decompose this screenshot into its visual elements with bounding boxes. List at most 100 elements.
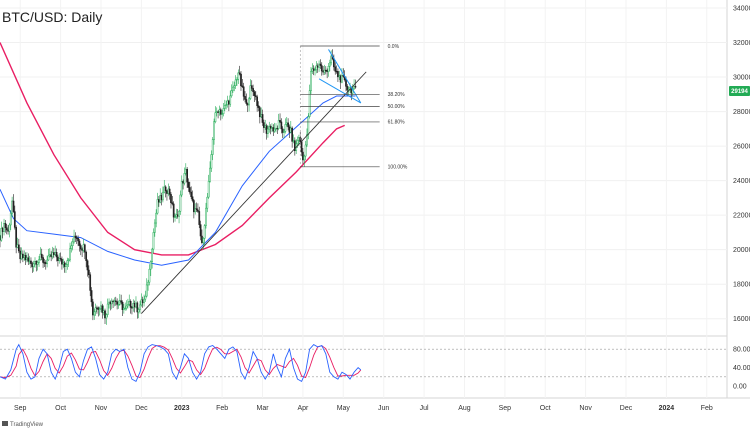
candle-body xyxy=(83,244,86,253)
candle-body xyxy=(257,105,260,108)
candle xyxy=(261,109,264,126)
candle-body xyxy=(113,300,116,302)
candle xyxy=(42,254,44,268)
candle-body xyxy=(28,260,31,263)
candle-body xyxy=(273,128,276,132)
candle-body xyxy=(90,290,93,303)
candle xyxy=(211,137,214,161)
candle-body xyxy=(303,155,306,161)
candle xyxy=(79,243,82,256)
candle-body xyxy=(338,75,341,78)
candle-body xyxy=(66,260,69,265)
candle xyxy=(314,66,316,76)
candle-body xyxy=(46,259,48,265)
price-axis: 34000 32000 30000 28000 26000 24000 22000 20000… xyxy=(733,6,750,324)
candle xyxy=(105,313,108,325)
ema-200-line xyxy=(0,42,345,256)
candle-body xyxy=(288,126,291,133)
candle-body xyxy=(62,262,65,265)
candle xyxy=(217,110,219,119)
candle-body xyxy=(92,301,94,316)
candle-body xyxy=(308,90,311,117)
candle xyxy=(0,221,3,242)
candle-body xyxy=(248,98,250,106)
candle xyxy=(187,178,190,192)
candle-body xyxy=(222,108,225,114)
time-axis: Sep Oct Nov Dec 2023 Feb Mar Apr May Jun Jul Aug Sep… xyxy=(14,405,713,412)
fib-level-label: 38.20% xyxy=(388,92,406,98)
candle xyxy=(89,272,92,297)
candle xyxy=(93,308,96,320)
candle-body xyxy=(13,211,16,228)
candle-body xyxy=(319,63,322,66)
time-tick-label: Nov xyxy=(95,405,108,412)
candle-body xyxy=(201,235,203,243)
candle-body xyxy=(341,74,343,83)
candle-body xyxy=(5,227,8,231)
candle-body xyxy=(272,127,275,132)
fib-level-label: 50.00% xyxy=(388,104,406,110)
candle-body xyxy=(16,244,19,248)
candle-body xyxy=(304,144,307,157)
fib-level-label: 100.00% xyxy=(388,165,408,171)
candle xyxy=(129,299,132,314)
candle xyxy=(183,167,186,186)
candle xyxy=(238,65,241,76)
candle xyxy=(257,101,260,112)
time-tick-label: 2023 xyxy=(174,405,190,412)
candle-body xyxy=(345,79,347,87)
candle-body xyxy=(188,187,191,193)
candle xyxy=(242,82,245,101)
candle-body xyxy=(221,113,223,115)
candle-body xyxy=(123,307,125,310)
candle-body xyxy=(67,259,70,261)
candle xyxy=(32,260,35,272)
candle xyxy=(152,228,155,254)
candle xyxy=(137,307,140,319)
candle-body xyxy=(65,264,67,267)
candle xyxy=(341,68,343,84)
candle-body xyxy=(153,222,156,233)
candle xyxy=(206,192,209,213)
time-tick-label: Nov xyxy=(579,405,592,412)
candle-body xyxy=(43,262,46,264)
candle-body xyxy=(298,137,300,141)
candle-body xyxy=(104,310,106,319)
candle-body xyxy=(228,100,230,105)
candle xyxy=(219,107,222,121)
candle-body xyxy=(324,69,327,72)
candle-body xyxy=(81,248,83,251)
candle-body xyxy=(311,68,314,72)
price-tick-label: 16000 xyxy=(733,316,750,323)
candle-body xyxy=(275,127,277,130)
candle-body xyxy=(97,307,100,310)
candle-body xyxy=(133,303,136,308)
candle xyxy=(136,301,139,319)
candle-body xyxy=(174,216,176,218)
candle xyxy=(277,113,280,131)
candle-body xyxy=(158,199,160,203)
candle-body xyxy=(225,104,228,106)
candle-body xyxy=(245,99,248,104)
candle-body xyxy=(89,274,92,291)
candle xyxy=(232,81,234,93)
candle-body xyxy=(211,139,214,155)
candle xyxy=(354,79,357,89)
candle-body xyxy=(137,309,140,313)
candle xyxy=(225,100,228,110)
candle-body xyxy=(175,214,178,218)
candle-body xyxy=(55,252,58,258)
candle xyxy=(65,262,67,273)
candle-body xyxy=(291,127,294,142)
candle xyxy=(114,296,117,306)
candle xyxy=(38,256,40,267)
candle-body xyxy=(144,295,147,300)
support-trendline xyxy=(141,71,367,314)
candle-body xyxy=(184,168,187,174)
brand-label: TradingView xyxy=(10,422,44,428)
candle-body xyxy=(267,128,269,134)
candle xyxy=(118,294,121,306)
candle-body xyxy=(289,127,292,133)
candle xyxy=(174,213,176,222)
